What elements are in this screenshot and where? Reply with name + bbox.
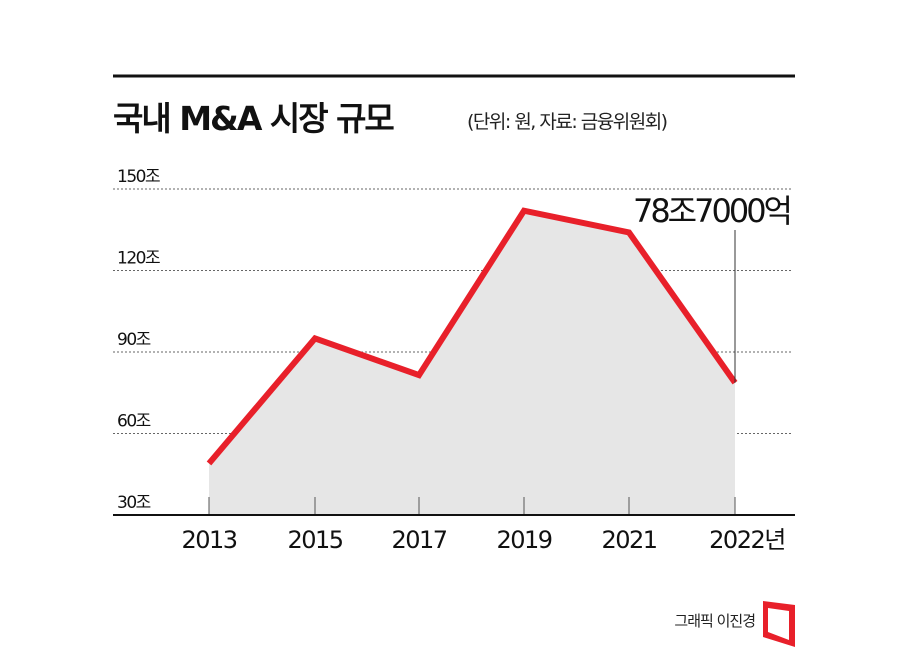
x-tick-label: 2013 bbox=[181, 526, 236, 554]
x-tick-label: 2017 bbox=[391, 526, 446, 554]
logo-icon bbox=[763, 601, 795, 647]
x-tick-label: 2019 bbox=[496, 526, 551, 554]
x-tick-label: 2022년 bbox=[709, 526, 785, 554]
y-tick-label: 30조 bbox=[117, 493, 151, 513]
y-tick-label: 150조 bbox=[117, 167, 160, 187]
x-tick-label: 2015 bbox=[287, 526, 342, 554]
y-tick-label: 120조 bbox=[117, 249, 160, 269]
annotation-label: 78조7000억 bbox=[633, 192, 790, 230]
area-fill bbox=[209, 210, 735, 515]
chart-title: 국내 M&A 시장 규모 bbox=[113, 99, 394, 138]
y-tick-label: 60조 bbox=[117, 412, 151, 432]
series-line bbox=[206, 207, 738, 466]
x-tick-label: 2021 bbox=[601, 526, 656, 554]
chart-subtitle: (단위: 원, 자료: 금융위원회) bbox=[467, 111, 667, 133]
y-tick-label: 90조 bbox=[117, 330, 151, 350]
credit: 그래픽 이진경 bbox=[674, 612, 755, 630]
